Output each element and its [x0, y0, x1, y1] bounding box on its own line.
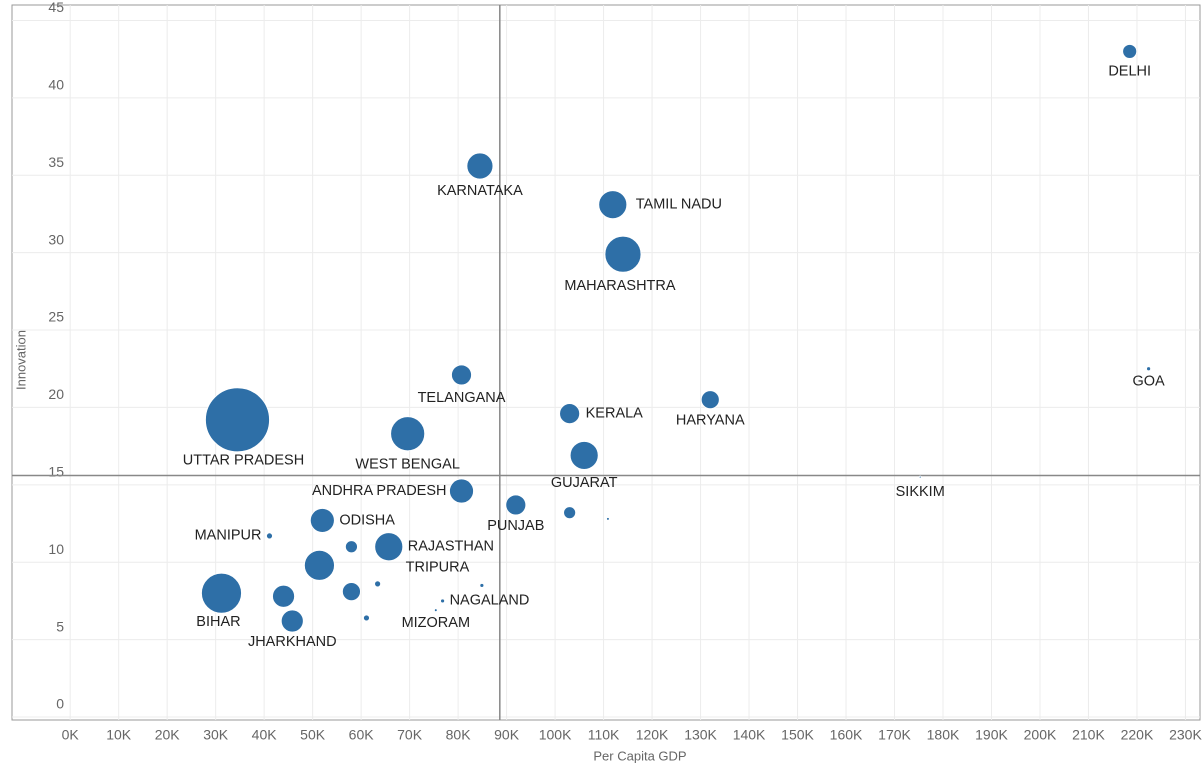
- bubble: [598, 190, 628, 220]
- x-tick-label: 120K: [636, 727, 669, 743]
- bubble: [606, 517, 610, 521]
- point-label: TAMIL NADU: [636, 196, 722, 212]
- point-label: NAGALAND: [450, 593, 530, 609]
- x-tick-label: 150K: [781, 727, 814, 743]
- point-label: HARYANA: [676, 413, 745, 429]
- x-tick-label: 190K: [975, 727, 1008, 743]
- point-label: GUJARAT: [551, 475, 618, 491]
- x-tick-label: 30K: [203, 727, 229, 743]
- y-axis-title: Innovation: [13, 330, 28, 390]
- x-tick-label: 90K: [494, 727, 520, 743]
- bubble: [1122, 44, 1138, 59]
- x-tick-label: 110K: [588, 727, 620, 743]
- bubble: [309, 508, 335, 533]
- bubble: [466, 152, 494, 180]
- y-tick-label: 5: [56, 618, 64, 634]
- bubble: [1146, 366, 1152, 372]
- y-tick-label: 10: [48, 541, 64, 557]
- point-label: UTTAR PRADESH: [183, 453, 304, 469]
- point-label: TRIPURA: [406, 560, 470, 576]
- bubble: [304, 549, 335, 581]
- y-tick-label: 25: [48, 309, 64, 325]
- x-tick-label: 50K: [300, 727, 326, 743]
- bubble: [918, 475, 922, 479]
- bubble: [363, 614, 370, 622]
- bubble: [604, 235, 642, 273]
- point-label: TELANGANA: [418, 390, 506, 406]
- x-tick-label: 0K: [62, 727, 80, 743]
- bubble: [479, 583, 485, 588]
- bubble: [345, 540, 358, 554]
- bubble: [559, 403, 581, 425]
- point-label: KARNATAKA: [437, 183, 523, 199]
- x-tick-label: 200K: [1024, 727, 1057, 743]
- bubble: [272, 584, 295, 608]
- x-tick-label: 180K: [927, 727, 960, 743]
- point-label: ANDHRA PRADESH: [312, 483, 447, 499]
- x-tick-label: 100K: [539, 727, 572, 743]
- x-tick-label: 10K: [106, 727, 132, 743]
- x-axis-title: Per Capita GDP: [593, 748, 686, 763]
- bubble: [390, 416, 426, 452]
- bubble: [569, 441, 599, 470]
- x-tick-label: 140K: [733, 727, 766, 743]
- x-tick-label: 130K: [684, 727, 717, 743]
- point-label: PUNJAB: [487, 518, 544, 534]
- x-tick-label: 230K: [1169, 727, 1202, 743]
- bubble: [374, 580, 382, 588]
- bubble: [700, 390, 720, 410]
- bubble: [374, 532, 404, 562]
- point-label: DELHI: [1108, 63, 1151, 79]
- point-label: JHARKHAND: [248, 634, 337, 650]
- point-label: BIHAR: [196, 614, 240, 630]
- y-tick-label: 40: [48, 77, 64, 93]
- x-tick-label: 40K: [252, 727, 278, 743]
- x-tick-label: 160K: [830, 727, 863, 743]
- x-tick-label: 170K: [878, 727, 911, 743]
- point-label: KERALA: [586, 405, 644, 421]
- x-tick-label: 20K: [155, 727, 181, 743]
- y-tick-label: 15: [48, 464, 64, 480]
- x-tick-label: 220K: [1121, 727, 1154, 743]
- bubble: [451, 364, 472, 386]
- bubble: [280, 609, 304, 633]
- bubble: [449, 478, 474, 504]
- point-label: MIZORAM: [402, 615, 470, 631]
- bubble: [266, 532, 273, 540]
- bubble: [201, 572, 242, 614]
- y-tick-label: 35: [48, 154, 64, 170]
- point-label: ODISHA: [339, 512, 395, 528]
- point-label: MANIPUR: [195, 528, 262, 544]
- y-tick-label: 30: [48, 231, 64, 247]
- bubble: [505, 494, 527, 516]
- x-tick-label: 210K: [1072, 727, 1105, 743]
- plot-frame: [11, 4, 1201, 721]
- y-tick-label: 20: [48, 386, 64, 402]
- y-tick-label: 45: [48, 0, 64, 15]
- x-tick-label: 60K: [349, 727, 375, 743]
- bubble: [440, 598, 445, 604]
- bubble: [433, 608, 438, 613]
- point-label: RAJASTHAN: [408, 539, 494, 555]
- point-label: WEST BENGAL: [355, 457, 459, 473]
- y-tick-label: 0: [56, 696, 64, 712]
- bubble: [205, 387, 270, 453]
- x-tick-label: 80K: [446, 727, 472, 743]
- bubble: [342, 582, 361, 602]
- x-tick-label: 70K: [397, 727, 423, 743]
- bubble: [563, 506, 577, 520]
- point-label: SIKKIM: [896, 484, 945, 500]
- point-label: MAHARASHTRA: [564, 278, 676, 294]
- point-label: GOA: [1132, 374, 1165, 390]
